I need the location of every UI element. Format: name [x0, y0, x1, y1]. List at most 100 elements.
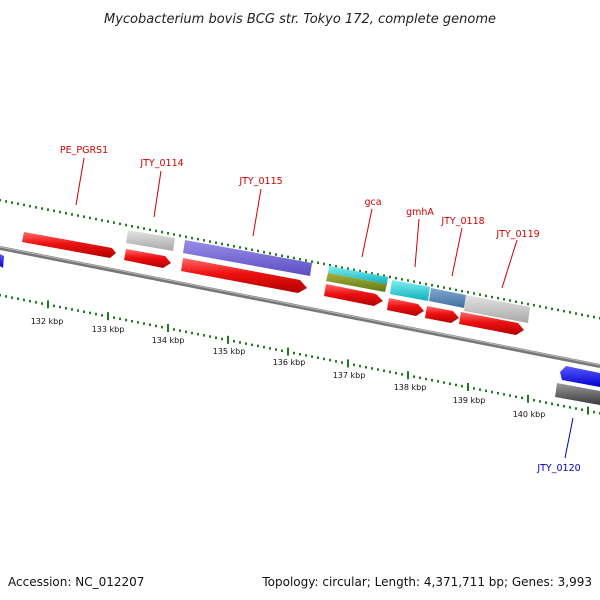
jty-0115-gene-bar[interactable]	[183, 240, 312, 276]
outer-track-minor-tick	[371, 272, 373, 275]
outer-track-minor-tick	[89, 216, 91, 220]
inner-track-minor-tick	[53, 304, 55, 308]
outer-track-minor-tick	[125, 223, 127, 227]
jty-0114-cds-arrow[interactable]	[124, 249, 171, 268]
outer-track-minor-tick	[281, 254, 283, 257]
gmha-leader-line	[414, 218, 420, 268]
inner-track-minor-tick	[35, 301, 37, 304]
jty-0115-cds-arrow[interactable]	[181, 258, 307, 293]
jty-0119-gene-bar[interactable]	[464, 295, 530, 323]
tick-label-134kbp: 134 kbp	[152, 336, 185, 345]
jty-0115-label[interactable]: JTY_0115	[238, 176, 282, 187]
jty-0114-label[interactable]: JTY_0114	[139, 158, 183, 169]
jty-0118-cds-arrow[interactable]	[425, 306, 459, 323]
outer-track-minor-tick	[185, 235, 187, 239]
inner-track-minor-tick	[575, 407, 577, 410]
inner-track-minor-tick	[89, 311, 91, 315]
jty-0120-gene-bar[interactable]	[555, 383, 600, 405]
tick-label-137kbp: 137 kbp	[333, 371, 366, 380]
outer-track-minor-tick	[467, 291, 469, 294]
inner-track-minor-tick	[371, 367, 373, 370]
inner-track-minor-tick	[569, 406, 571, 409]
jty-0114-leader-line	[153, 170, 162, 218]
pe-pgrs1-label[interactable]: PE_PGRS1	[60, 145, 108, 156]
outer-track-minor-tick	[341, 266, 343, 269]
gca-label[interactable]: gca	[364, 197, 381, 208]
outer-track-minor-tick	[83, 215, 85, 218]
inner-track-minor-tick	[143, 322, 145, 325]
gca-cds-arrow[interactable]	[324, 284, 383, 306]
inner-track-minor-tick	[185, 330, 187, 334]
tick-label-136kbp: 136 kbp	[273, 358, 306, 367]
outer-track-minor-tick	[431, 284, 433, 287]
inner-track-minor-tick	[563, 404, 565, 408]
inner-track-minor-tick	[401, 373, 403, 376]
inner-track-minor-tick	[491, 390, 493, 394]
inner-track-minor-tick	[323, 357, 325, 361]
jty-0120-leader-line	[564, 417, 574, 459]
pe-pgrs1-cds-arrow[interactable]	[22, 232, 116, 258]
outer-track-minor-tick	[173, 233, 175, 236]
reverse-strand-track	[555, 366, 600, 405]
gca-gene-bar[interactable]	[328, 266, 388, 284]
outer-track-minor-tick	[527, 302, 529, 306]
inner-track-minor-tick	[515, 395, 517, 398]
inner-track-minor-tick	[503, 393, 505, 396]
inner-track-minor-tick	[443, 381, 445, 384]
outer-track-minor-tick	[0, 199, 1, 202]
inner-track-minor-tick	[239, 341, 241, 344]
outer-track-minor-tick	[275, 253, 277, 256]
inner-track-minor-tick	[413, 375, 415, 378]
gmha-label[interactable]: gmhA	[406, 207, 434, 218]
gmha-cds-arrow[interactable]	[387, 298, 424, 316]
outer-track-minor-tick	[305, 259, 307, 262]
inner-track-minor-tick	[485, 389, 487, 393]
jty-0118-gene-bar[interactable]	[429, 288, 466, 308]
outer-track-minor-tick	[383, 274, 385, 277]
jty-0118-label[interactable]: JTY_0118	[440, 216, 484, 227]
inner-track-minor-tick	[215, 336, 217, 339]
inner-track-minor-tick	[389, 370, 391, 374]
jty-0119-leader-line	[501, 239, 518, 289]
inner-track-minor-tick	[311, 355, 313, 358]
inner-track-minor-tick	[11, 296, 13, 299]
inner-track-minor-tick	[437, 380, 439, 383]
partial-reverse-feature[interactable]	[0, 254, 4, 268]
tick-label-139kbp: 139 kbp	[453, 396, 486, 405]
inner-track-minor-tick	[377, 368, 379, 371]
inner-track-minor-tick	[125, 318, 127, 322]
inner-track-minor-tick	[173, 328, 175, 331]
inner-track-minor-tick	[161, 325, 163, 329]
outer-track-minor-tick	[161, 230, 163, 234]
inner-track-minor-tick	[455, 383, 457, 387]
jty-0120-label[interactable]: JTY_0120	[536, 463, 580, 474]
outer-track-minor-tick	[257, 249, 259, 253]
inner-track-minor-tick	[395, 371, 397, 375]
inner-track-minor-tick	[179, 329, 181, 332]
inner-track-minor-tick	[197, 332, 199, 336]
jty-0119-label[interactable]: JTY_0119	[495, 229, 539, 240]
jty-0119-cds-arrow[interactable]	[459, 312, 524, 335]
outer-track-minor-tick	[569, 311, 571, 314]
jty-0114-gene-bar[interactable]	[126, 230, 175, 251]
inner-track-minor-tick	[275, 348, 277, 351]
outer-track-minor-tick	[311, 260, 313, 263]
outer-track-minor-tick	[575, 312, 577, 315]
outer-track-minor-tick	[287, 255, 289, 259]
outer-track-minor-tick	[23, 203, 25, 207]
gca-feature-bar[interactable]	[326, 273, 387, 292]
outer-track-minor-tick	[197, 237, 199, 241]
jty-0120-cds-arrow[interactable]	[560, 366, 600, 387]
inner-track-minor-tick	[131, 320, 133, 323]
outer-track-minor-tick	[317, 261, 319, 264]
outer-track-minor-tick	[329, 263, 331, 267]
outer-track-minor-tick	[497, 296, 499, 300]
outer-track-minor-tick	[215, 241, 217, 244]
outer-track-minor-tick	[581, 313, 583, 316]
outer-track-minor-tick	[509, 299, 511, 302]
inner-track-minor-tick	[191, 331, 193, 335]
outer-track-minor-tick	[143, 227, 145, 230]
gmha-gene-bar[interactable]	[390, 280, 430, 301]
outer-track-minor-tick	[593, 315, 595, 319]
